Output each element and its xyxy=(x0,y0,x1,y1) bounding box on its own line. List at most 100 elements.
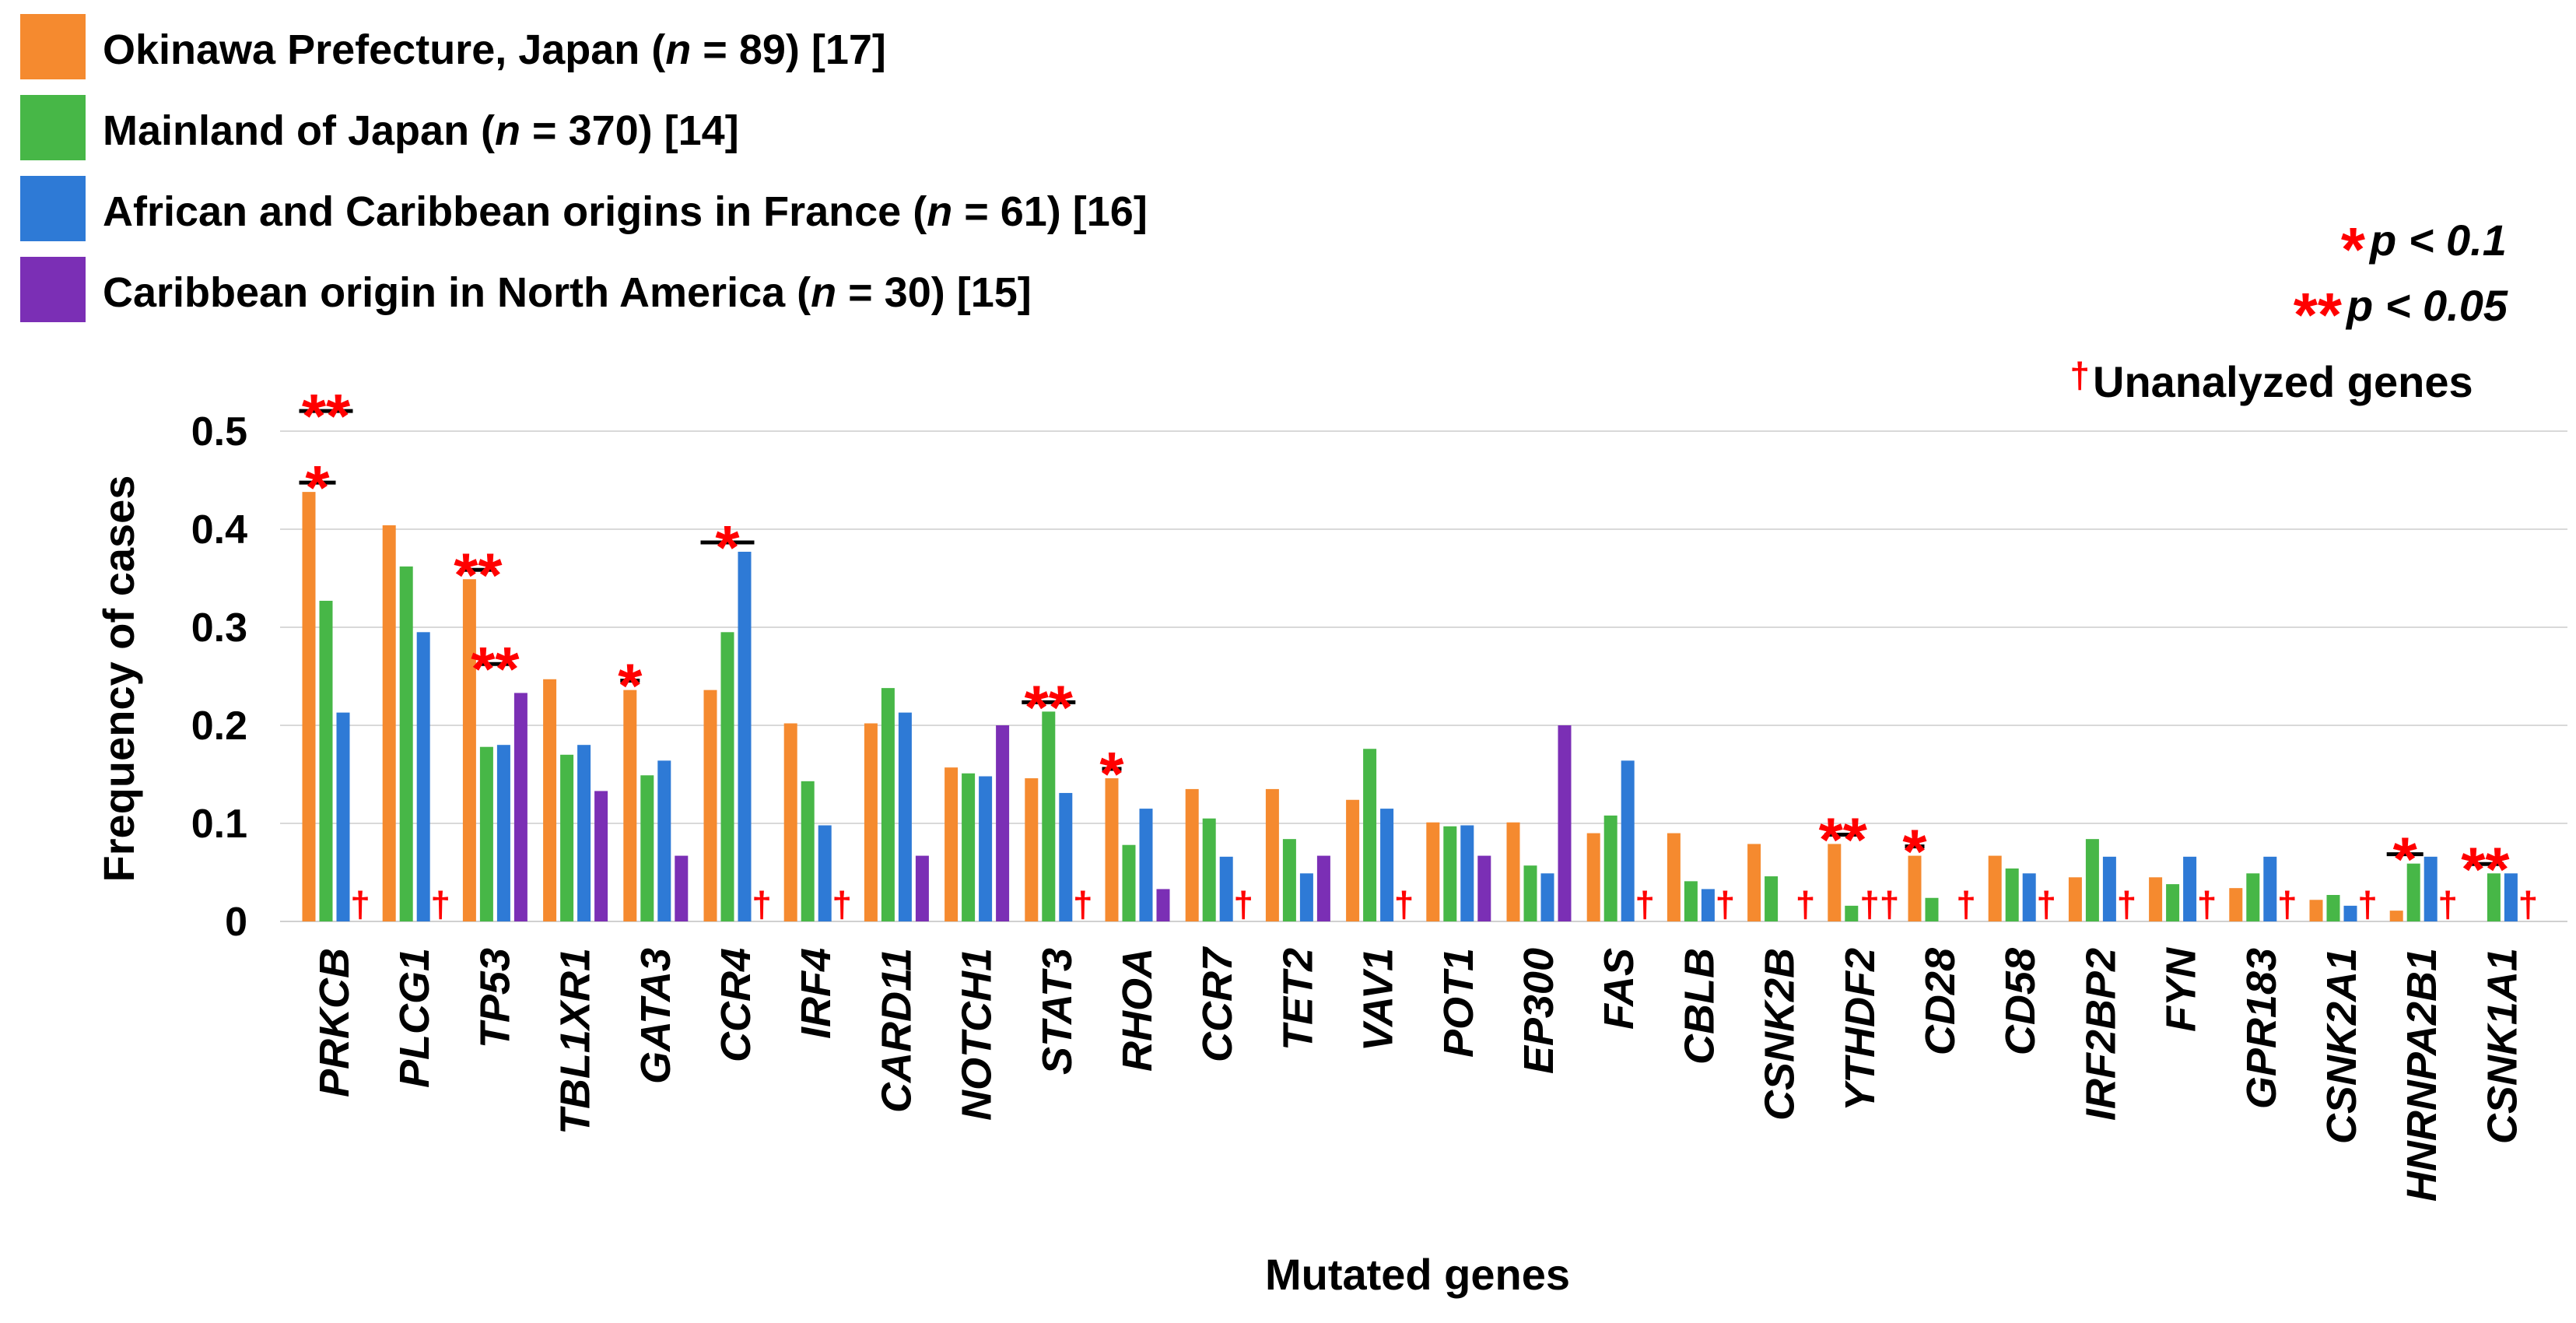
significance-stars: * xyxy=(618,651,643,721)
bar xyxy=(979,776,993,921)
bar xyxy=(962,773,976,921)
bar xyxy=(640,775,654,921)
x-tick-label: YTHDF2 xyxy=(1837,948,1884,1111)
significance-stars: * xyxy=(715,513,740,582)
bar xyxy=(1603,815,1617,921)
unanalyzed-mark: † xyxy=(1796,884,1816,925)
legend-label-suffix: = 89) [17] xyxy=(691,26,886,73)
unanalyzed-mark: † xyxy=(1394,884,1414,925)
bar xyxy=(1219,856,1233,921)
bar xyxy=(302,492,316,921)
bar xyxy=(1586,833,1600,921)
unanalyzed-mark: † xyxy=(2036,884,2056,925)
x-axis-title: Mutated genes xyxy=(1265,1250,1570,1299)
legend-label-n: n xyxy=(927,188,952,235)
bar xyxy=(2102,856,2116,921)
unanalyzed-mark: †† xyxy=(1859,884,1899,925)
bar xyxy=(2085,839,2099,921)
bar xyxy=(1282,839,1296,921)
bar xyxy=(2406,863,2420,921)
bar xyxy=(594,791,608,921)
bar xyxy=(915,855,929,921)
bar xyxy=(1122,844,1136,921)
legend-swatch xyxy=(20,257,86,322)
key-dagger: † xyxy=(2070,355,2090,395)
bar xyxy=(319,600,333,921)
x-tick-label: PLCG1 xyxy=(391,948,438,1088)
x-tick-label: CARD11 xyxy=(873,948,920,1113)
bar xyxy=(2166,884,2180,921)
bar xyxy=(703,690,717,921)
significance-stars: ** xyxy=(1025,672,1074,742)
bar xyxy=(577,745,591,921)
key-text: Unanalyzed genes xyxy=(2093,357,2473,406)
x-tick-label: NOTCH1 xyxy=(954,948,1001,1121)
y-tick-label: 0 xyxy=(225,900,247,945)
bar xyxy=(1558,725,1572,921)
bar xyxy=(864,723,878,921)
bar xyxy=(818,825,832,921)
x-axis-labels: PRKCB PLCG1 TP53 TBL1XR1 GATA3 CCR4 IRF4 CARD11… xyxy=(311,946,2525,1202)
y-tick-label: 0.1 xyxy=(191,802,247,847)
unanalyzed-mark: † xyxy=(1233,884,1253,925)
y-tick-label: 0.3 xyxy=(191,605,247,651)
bar xyxy=(2005,868,2019,921)
x-tick-label: TET2 xyxy=(1274,948,1321,1051)
x-tick-label: CCR4 xyxy=(713,948,759,1062)
bars xyxy=(302,492,2518,921)
unanalyzed-mark: † xyxy=(2357,884,2378,925)
unanalyzed-mark: † xyxy=(1716,884,1736,925)
bar xyxy=(1621,760,1635,921)
x-tick-label: VAV1 xyxy=(1355,948,1402,1051)
bar xyxy=(2068,877,2082,921)
x-tick-label: CSNK2B xyxy=(1757,948,1803,1121)
bar xyxy=(1156,889,1170,921)
unanalyzed-mark: † xyxy=(2117,884,2137,925)
legend-label: Mainland of Japan (n = 370) [14] xyxy=(103,107,739,154)
bar xyxy=(1059,792,1073,921)
bar xyxy=(1380,809,1394,921)
bar xyxy=(416,632,430,921)
bar xyxy=(496,745,510,921)
bar xyxy=(1765,876,1779,921)
bar xyxy=(2022,873,2036,921)
bar xyxy=(623,690,637,921)
key-star: * xyxy=(2341,215,2366,284)
legend-swatch xyxy=(20,95,86,160)
bar xyxy=(1747,844,1761,921)
bar xyxy=(1265,788,1279,921)
legend-label-prefix: Okinawa Prefecture, Japan ( xyxy=(103,26,665,73)
unanalyzed-mark: † xyxy=(350,884,370,925)
bar xyxy=(898,712,912,921)
y-axis-title: Frequency of cases xyxy=(94,476,143,883)
bar xyxy=(1139,809,1153,921)
x-tick-label: CD58 xyxy=(1997,948,2044,1055)
bar xyxy=(513,693,527,921)
significance-stars: * xyxy=(2393,825,2418,894)
bar xyxy=(1908,855,1922,921)
bar xyxy=(657,760,671,921)
bar xyxy=(1506,822,1520,921)
bar xyxy=(2487,873,2501,921)
bar xyxy=(543,679,557,921)
legend-label-n: n xyxy=(665,26,691,73)
legend-swatch xyxy=(20,176,86,241)
bar xyxy=(2309,900,2323,921)
bar xyxy=(2343,905,2357,921)
bar xyxy=(783,723,797,921)
unanalyzed-mark: † xyxy=(2197,884,2217,925)
x-tick-label: IRF2BP2 xyxy=(2077,948,2124,1121)
unanalyzed-mark: † xyxy=(2438,884,2458,925)
bar xyxy=(1988,855,2002,921)
x-tick-label: STAT3 xyxy=(1034,948,1081,1075)
unanalyzed-mark: † xyxy=(1635,884,1655,925)
significance-stars: * xyxy=(1902,817,1927,886)
bar xyxy=(2424,856,2438,921)
bar xyxy=(479,746,493,921)
significance-stars: ** xyxy=(471,634,520,704)
x-tick-label: PRKCB xyxy=(311,948,358,1097)
bar xyxy=(720,632,734,921)
bar xyxy=(399,566,413,921)
significance-stars: * xyxy=(1099,739,1124,809)
